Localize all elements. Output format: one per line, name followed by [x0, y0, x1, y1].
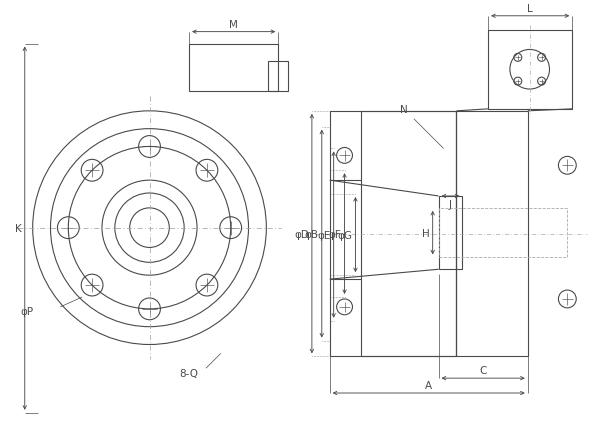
Bar — [330, 112, 457, 357]
Bar — [439, 208, 568, 258]
Text: N: N — [400, 105, 408, 115]
Bar — [457, 112, 528, 357]
Bar — [488, 30, 572, 110]
Text: C: C — [479, 365, 487, 375]
Text: L: L — [527, 4, 533, 14]
Bar — [361, 112, 457, 357]
Text: φB: φB — [305, 229, 319, 239]
Text: φF: φF — [329, 229, 341, 239]
Text: H: H — [422, 228, 430, 238]
Text: 8-Q: 8-Q — [179, 368, 199, 378]
Bar — [189, 44, 278, 92]
Text: φE: φE — [317, 230, 331, 240]
Text: φP: φP — [21, 306, 34, 316]
Text: K: K — [15, 224, 22, 233]
Text: A: A — [425, 380, 432, 390]
Text: φG: φG — [337, 230, 352, 240]
Bar — [268, 62, 288, 92]
Text: φD: φD — [294, 229, 309, 239]
Text: J: J — [449, 200, 452, 210]
Bar — [439, 197, 463, 270]
Text: M: M — [229, 20, 238, 30]
